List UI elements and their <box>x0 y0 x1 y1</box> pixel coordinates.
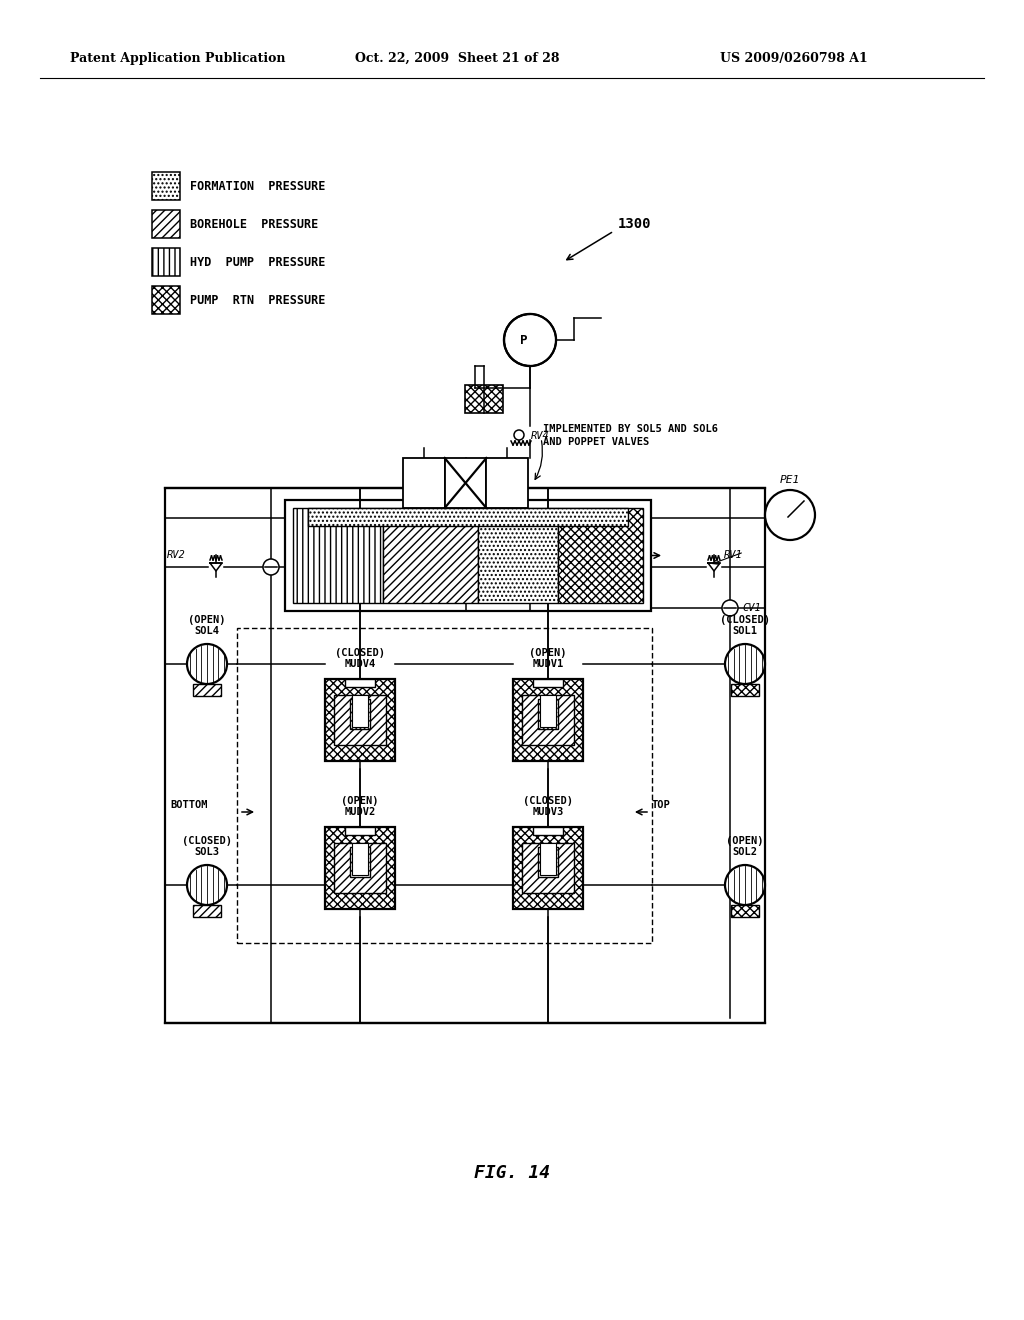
Text: (CLOSED): (CLOSED) <box>523 796 573 807</box>
Bar <box>325 828 395 909</box>
Circle shape <box>187 644 227 684</box>
Bar <box>465 385 503 413</box>
Text: BOREHOLE  PRESSURE: BOREHOLE PRESSURE <box>190 218 318 231</box>
Text: SOL2: SOL2 <box>732 847 758 857</box>
Bar <box>165 488 765 1023</box>
Text: (OPEN): (OPEN) <box>188 615 225 624</box>
Text: BOTTOM: BOTTOM <box>170 800 208 810</box>
Text: (CLOSED): (CLOSED) <box>182 836 232 846</box>
Bar <box>152 210 180 238</box>
Bar <box>534 678 563 686</box>
Text: PE1: PE1 <box>780 475 800 484</box>
Text: TOP: TOP <box>652 800 671 810</box>
Text: (CLOSED): (CLOSED) <box>335 648 385 657</box>
Text: MUDV1: MUDV1 <box>532 659 563 669</box>
Text: CV2: CV2 <box>322 564 341 574</box>
Bar <box>152 248 180 276</box>
Text: Patent Application Publication: Patent Application Publication <box>70 51 286 65</box>
Text: FIG. 14: FIG. 14 <box>474 1164 550 1181</box>
Text: US 2009/0260798 A1: US 2009/0260798 A1 <box>720 51 867 65</box>
Text: 1300: 1300 <box>618 216 651 231</box>
Bar <box>334 843 386 894</box>
Bar <box>731 684 759 696</box>
Circle shape <box>514 430 524 440</box>
Bar <box>522 696 574 744</box>
Bar <box>350 700 370 729</box>
Bar <box>513 828 583 909</box>
Text: (OPEN): (OPEN) <box>529 648 566 657</box>
Bar <box>352 843 368 875</box>
Bar <box>152 172 180 201</box>
Bar <box>383 508 478 603</box>
Text: Oct. 22, 2009  Sheet 21 of 28: Oct. 22, 2009 Sheet 21 of 28 <box>355 51 559 65</box>
Bar <box>308 508 628 525</box>
Text: SOL1: SOL1 <box>732 626 758 636</box>
Bar <box>540 696 556 727</box>
Bar <box>325 678 395 762</box>
Text: MUDV2: MUDV2 <box>344 807 376 817</box>
Bar <box>444 458 486 508</box>
Circle shape <box>725 865 765 906</box>
Bar <box>345 828 375 836</box>
Text: IMPLEMENTED BY SOL5 AND SOL6: IMPLEMENTED BY SOL5 AND SOL6 <box>543 424 718 434</box>
Text: AND POPPET VALVES: AND POPPET VALVES <box>543 437 649 447</box>
Bar <box>193 684 221 696</box>
Bar <box>558 508 643 603</box>
Bar <box>345 678 375 686</box>
Bar <box>540 843 556 875</box>
Wedge shape <box>530 315 555 366</box>
Bar <box>731 906 759 917</box>
Text: (CLOSED): (CLOSED) <box>720 615 770 624</box>
Bar <box>334 696 386 744</box>
Bar <box>478 508 558 603</box>
Circle shape <box>263 558 279 576</box>
Circle shape <box>187 865 227 906</box>
Bar <box>193 906 221 917</box>
Text: MUDV3: MUDV3 <box>532 807 563 817</box>
Bar <box>352 696 368 727</box>
Text: RV1: RV1 <box>724 550 742 560</box>
Text: SOL4: SOL4 <box>195 626 219 636</box>
Text: RV4: RV4 <box>531 432 550 441</box>
Bar <box>522 843 574 894</box>
Bar <box>486 458 528 508</box>
Text: MUDV4: MUDV4 <box>344 659 376 669</box>
Circle shape <box>765 490 815 540</box>
Bar <box>534 828 563 836</box>
Circle shape <box>504 314 556 366</box>
Bar <box>237 628 652 942</box>
Bar <box>350 847 370 876</box>
Text: P: P <box>520 334 527 346</box>
Bar <box>513 678 583 762</box>
Bar <box>538 847 558 876</box>
Bar <box>538 700 558 729</box>
Bar <box>152 286 180 314</box>
Text: RV2: RV2 <box>167 550 185 560</box>
Text: CV1: CV1 <box>742 603 761 612</box>
Text: SOL3: SOL3 <box>195 847 219 857</box>
Bar <box>285 500 651 611</box>
Bar <box>293 508 383 603</box>
Text: PUMP  RTN  PRESSURE: PUMP RTN PRESSURE <box>190 293 326 306</box>
Text: FORMATION  PRESSURE: FORMATION PRESSURE <box>190 180 326 193</box>
Circle shape <box>722 601 738 616</box>
Text: (OPEN): (OPEN) <box>341 796 379 807</box>
Text: (OPEN): (OPEN) <box>726 836 764 846</box>
Circle shape <box>725 644 765 684</box>
Bar <box>403 458 444 508</box>
Text: HYD  PUMP  PRESSURE: HYD PUMP PRESSURE <box>190 256 326 268</box>
